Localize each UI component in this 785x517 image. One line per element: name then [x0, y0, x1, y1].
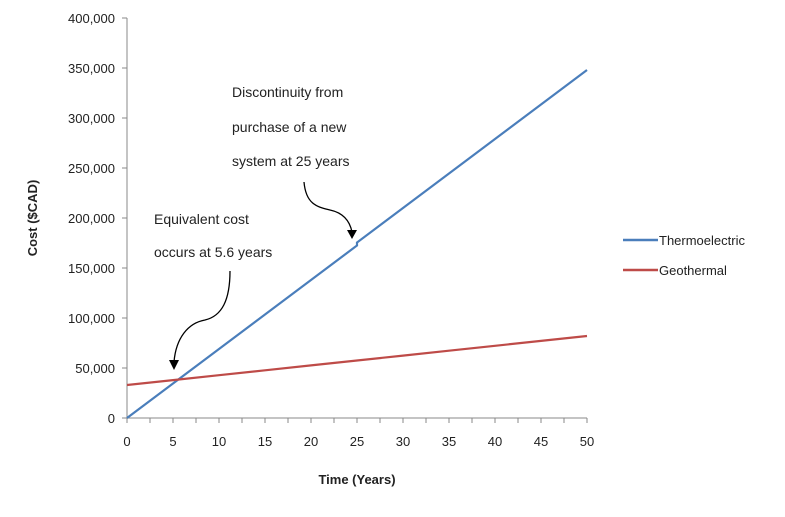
legend: Thermoelectric Geothermal	[623, 233, 745, 278]
y-tick-label: 50,000	[75, 361, 115, 376]
y-tick-label: 100,000	[68, 311, 115, 326]
y-axis-title: Cost ($CAD)	[25, 180, 40, 257]
arrowhead	[347, 230, 357, 239]
y-tick-label: 150,000	[68, 261, 115, 276]
legend-label-geothermal: Geothermal	[659, 263, 727, 278]
annotation-discontinuity: Discontinuity from purchase of a new sys…	[232, 84, 357, 239]
annotation-line: Discontinuity from	[232, 84, 343, 100]
annotation-line: purchase of a new	[232, 119, 347, 135]
x-tick-label: 5	[169, 434, 176, 449]
x-tick-label: 35	[442, 434, 456, 449]
legend-label-thermoelectric: Thermoelectric	[659, 233, 745, 248]
y-tick-label: 350,000	[68, 61, 115, 76]
x-axis-title: Time (Years)	[318, 472, 395, 487]
x-tick-label: 10	[212, 434, 226, 449]
x-tick-label: 20	[304, 434, 318, 449]
arrow-discontinuity	[304, 182, 352, 232]
y-tick-label: 200,000	[68, 211, 115, 226]
annotation-line: occurs at 5.6 years	[154, 244, 272, 260]
x-tick-label: 25	[350, 434, 364, 449]
y-tick-label: 400,000	[68, 11, 115, 26]
x-tick-label: 15	[258, 434, 272, 449]
x-tick-label: 50	[580, 434, 594, 449]
y-tick-label: 250,000	[68, 161, 115, 176]
y-tick-label: 300,000	[68, 111, 115, 126]
annotation-line: Equivalent cost	[154, 211, 249, 227]
x-tick-label: 30	[396, 434, 410, 449]
annotation-equivalent-cost: Equivalent cost occurs at 5.6 years	[154, 211, 272, 370]
x-tick-label: 40	[488, 434, 502, 449]
annotation-line: system at 25 years	[232, 153, 350, 169]
arrowhead	[169, 360, 179, 370]
x-tick-label: 45	[534, 434, 548, 449]
y-tick-label: 0	[108, 411, 115, 426]
x-tick-label: 0	[123, 434, 130, 449]
